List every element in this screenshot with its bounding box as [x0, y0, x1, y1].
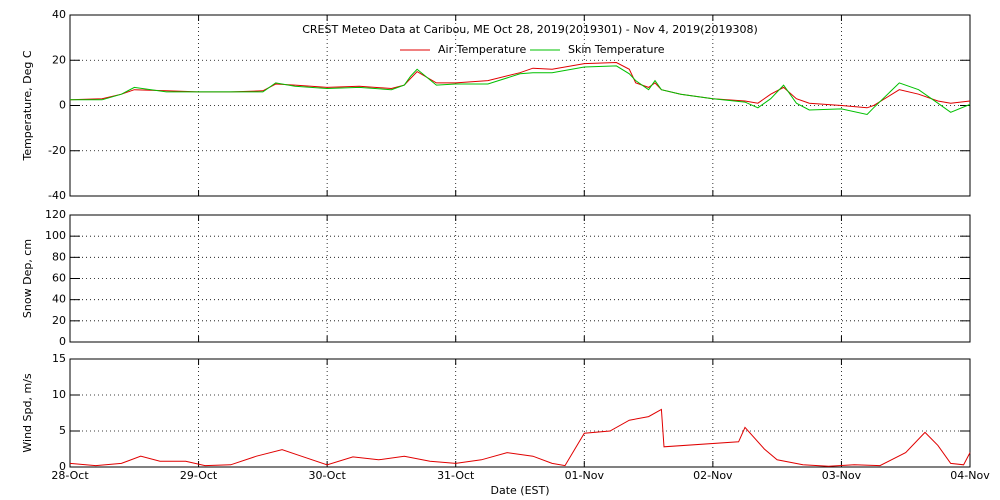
x-tick-label: 28-Oct — [51, 469, 89, 482]
y-tick-label: 40 — [52, 293, 66, 306]
y-tick-label: 120 — [45, 208, 66, 221]
y-tick-label: 5 — [59, 424, 66, 437]
y-tick-label: 100 — [45, 229, 66, 242]
x-axis-label: Date (EST) — [490, 484, 549, 497]
data-line — [69, 408, 971, 467]
chart-title: CREST Meteo Data at Caribou, ME Oct 28, … — [302, 23, 758, 36]
y-tick-label: 0 — [59, 335, 66, 348]
x-tick-label: 29-Oct — [180, 469, 218, 482]
y-tick-label: 0 — [59, 460, 66, 473]
legend-label: Skin Temperature — [568, 43, 665, 56]
y-tick-label: 0 — [59, 99, 66, 112]
data-line — [70, 65, 971, 116]
x-tick-label: 01-Nov — [565, 469, 605, 482]
y-tick-label: 20 — [52, 314, 66, 327]
plot-frame — [69, 358, 971, 468]
y-axis-label: Wind Spd, m/s — [21, 373, 34, 453]
y-axis-label: Snow Dep, cm — [21, 239, 34, 318]
data-line — [69, 61, 971, 109]
y-tick-label: 20 — [52, 53, 66, 66]
x-tick-label: 04-Nov — [950, 469, 990, 482]
y-tick-label: -20 — [48, 144, 66, 157]
legend-label: Air Temperature — [438, 43, 527, 56]
y-axis-label: Temperature, Deg C — [21, 50, 34, 161]
y-tick-label: -40 — [48, 189, 66, 202]
y-tick-label: 60 — [52, 272, 66, 285]
y-tick-label: 15 — [52, 352, 66, 365]
y-tick-label: 80 — [52, 250, 66, 263]
x-tick-label: 03-Nov — [822, 469, 862, 482]
x-tick-label: 02-Nov — [693, 469, 733, 482]
x-tick-label: 30-Oct — [308, 469, 346, 482]
y-tick-label: 10 — [52, 388, 66, 401]
y-tick-label: 40 — [52, 8, 66, 21]
x-tick-label: 31-Oct — [437, 469, 475, 482]
